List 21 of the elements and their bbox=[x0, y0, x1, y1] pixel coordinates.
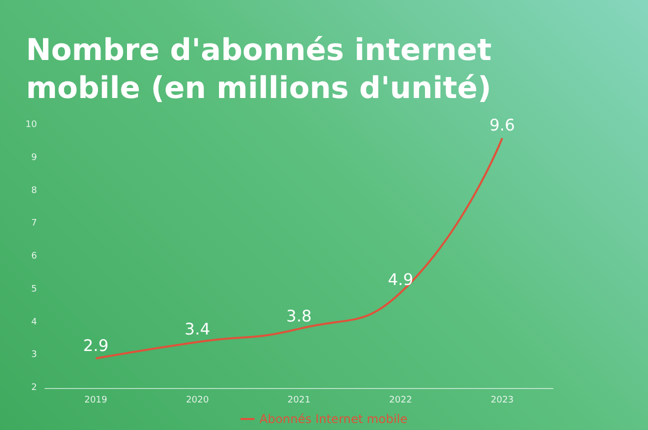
y-tick-label: 10 bbox=[26, 120, 38, 130]
data-label: 4.9 bbox=[388, 270, 414, 290]
data-label: 3.4 bbox=[184, 319, 210, 338]
data-label: 3.8 bbox=[286, 306, 312, 326]
x-tick-label: 2021 bbox=[288, 396, 310, 406]
x-tick-label: 2019 bbox=[84, 396, 108, 406]
y-tick-label: 3 bbox=[31, 350, 37, 360]
legend-label: Abonnés Internet mobile bbox=[260, 412, 408, 426]
y-tick-label: 6 bbox=[31, 252, 38, 262]
y-tick-label: 8 bbox=[31, 186, 38, 196]
y-tick-label: 4 bbox=[31, 317, 38, 328]
y-tick-label: 2 bbox=[31, 383, 37, 393]
y-tick-label: 7 bbox=[31, 218, 37, 229]
chart-title: Nombre d'abonnés internet mobile (en millions d'unité) bbox=[26, 32, 493, 108]
y-tick-label: 5 bbox=[31, 284, 37, 294]
y-tick-label: 9 bbox=[31, 152, 38, 163]
x-tick-label: 2022 bbox=[389, 396, 412, 406]
data-label: 9.6 bbox=[489, 116, 515, 135]
data-label: 2.9 bbox=[83, 336, 109, 355]
x-tick-label: 2023 bbox=[490, 396, 514, 406]
x-tick-label: 2020 bbox=[186, 396, 210, 406]
